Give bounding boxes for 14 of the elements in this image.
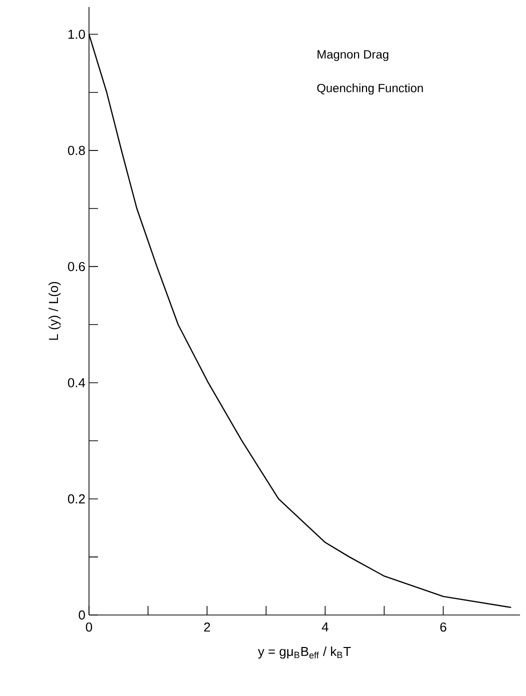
annotation: Quenching Function (317, 84, 423, 95)
y-tick-label: 0 (78, 610, 85, 620)
y-tick-label: 0.8 (68, 146, 85, 156)
x-tick-label: 2 (204, 622, 210, 632)
x-tick-label: 0 (86, 622, 92, 632)
y-tick-label: 0.4 (68, 378, 86, 388)
x-axis-title: y = gμ$_{B}$B$_{eff}$ / k$_{B}$T (258, 646, 351, 659)
y-tick-label: 1.0 (68, 30, 85, 39)
x-tick-label: 6 (440, 622, 446, 632)
y-tick-label: 0.2 (68, 494, 85, 504)
x-tick-label: 4 (322, 622, 328, 632)
y-tick-label: 0.6 (68, 262, 85, 272)
y-axis-title: L (y) / L(o) (48, 282, 61, 340)
annotation: Magnon Drag (318, 50, 388, 61)
